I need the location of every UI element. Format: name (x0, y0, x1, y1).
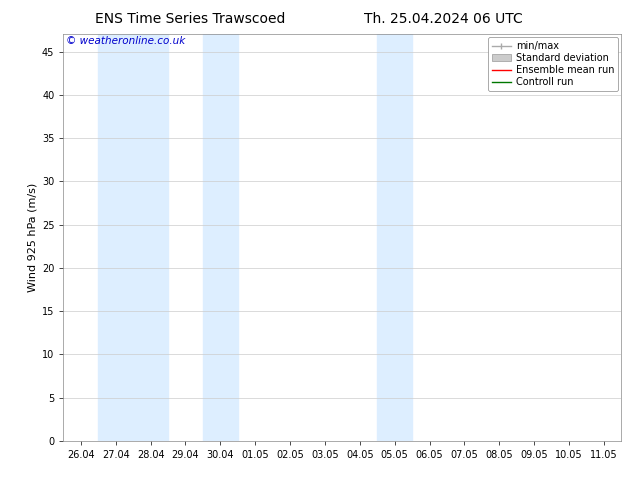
Bar (203, 34, 238, 441)
Y-axis label: Wind 925 hPa (m/s): Wind 925 hPa (m/s) (28, 183, 37, 292)
Text: Th. 25.04.2024 06 UTC: Th. 25.04.2024 06 UTC (365, 12, 523, 26)
Bar (377, 34, 412, 441)
Text: ENS Time Series Trawscoed: ENS Time Series Trawscoed (95, 12, 285, 26)
Bar (98, 34, 168, 441)
Legend: min/max, Standard deviation, Ensemble mean run, Controll run: min/max, Standard deviation, Ensemble me… (488, 37, 618, 91)
Text: © weatheronline.co.uk: © weatheronline.co.uk (66, 36, 185, 47)
